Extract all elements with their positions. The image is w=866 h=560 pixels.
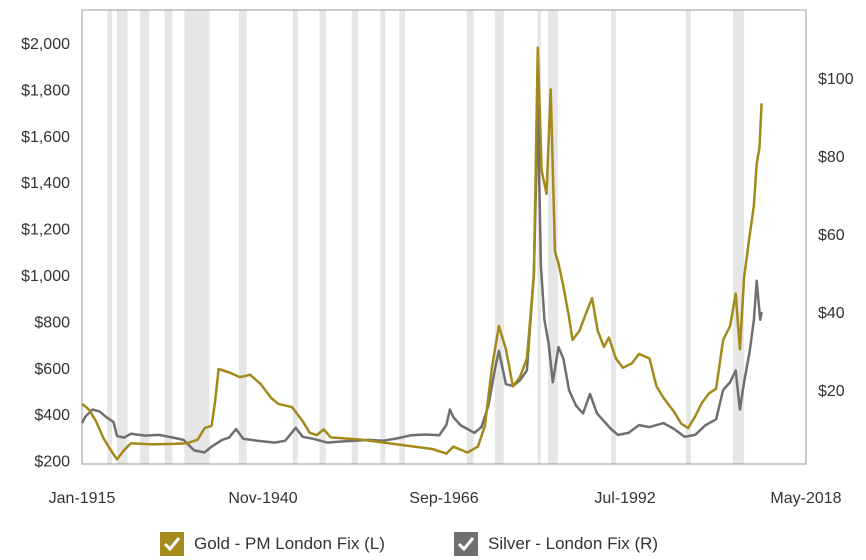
- shaded-band: [351, 10, 359, 464]
- legend-item-silver[interactable]: Silver - London Fix (R): [454, 530, 658, 558]
- shaded-band: [117, 10, 128, 464]
- gold-checkbox[interactable]: [160, 532, 184, 556]
- x-tick-label: Sep-1966: [409, 490, 478, 507]
- legend-label-gold: Gold - PM London Fix (L): [194, 534, 385, 553]
- shaded-band: [732, 10, 745, 464]
- recession-bands: [107, 10, 745, 464]
- left-axis: $200 $400 $600 $800 $1,000 $1,200 $1,400 $1,600…: [21, 36, 70, 471]
- shaded-band: [547, 10, 558, 464]
- shaded-band: [107, 10, 113, 464]
- right-tick-label: $20: [818, 383, 845, 400]
- silver-checkbox[interactable]: [454, 532, 478, 556]
- left-tick-label: $2,000: [21, 36, 70, 53]
- chart: $200 $400 $600 $800 $1,000 $1,200 $1,400 $1,600…: [21, 9, 854, 507]
- left-tick-label: $1,400: [21, 175, 70, 192]
- silver-series-line: [80, 104, 763, 454]
- shaded-band: [184, 10, 210, 464]
- shaded-band: [319, 10, 326, 464]
- left-tick-label: $800: [34, 314, 70, 331]
- checkbox-check-icon: [163, 537, 181, 552]
- left-tick-label: $600: [34, 361, 70, 378]
- plot-frame: [81, 9, 807, 465]
- right-tick-label: $40: [818, 305, 845, 322]
- x-tick-label: May-2018: [770, 490, 841, 507]
- shaded-band: [685, 10, 691, 464]
- shaded-band: [399, 10, 406, 464]
- shaded-band: [292, 10, 298, 464]
- legend: Gold - PM London Fix (L) Silver - London…: [0, 522, 866, 560]
- shaded-band: [238, 10, 247, 464]
- legend-label-silver: Silver - London Fix (R): [488, 534, 659, 553]
- left-tick-label: $400: [34, 407, 70, 424]
- left-tick-label: $200: [34, 454, 70, 471]
- x-tick-label: Jan-1915: [49, 490, 116, 507]
- left-tick-label: $1,000: [21, 268, 70, 285]
- shaded-band: [466, 10, 474, 464]
- left-tick-label: $1,800: [21, 82, 70, 99]
- right-axis: $20 $40 $60 $80 $100: [818, 71, 854, 400]
- gold-series-line: [81, 46, 763, 461]
- checkbox-check-icon: [457, 537, 475, 552]
- x-tick-label: Nov-1940: [228, 490, 297, 507]
- shaded-band: [494, 10, 504, 464]
- right-tick-label: $80: [818, 149, 845, 166]
- right-tick-label: $100: [818, 71, 854, 88]
- left-tick-label: $1,600: [21, 129, 70, 146]
- x-axis: Jan-1915 Nov-1940 Sep-1966 Jul-1992 May-2018: [49, 490, 842, 507]
- right-tick-label: $60: [818, 227, 845, 244]
- x-tick-label: Jul-1992: [594, 490, 655, 507]
- left-tick-label: $1,200: [21, 222, 70, 239]
- legend-item-gold[interactable]: Gold - PM London Fix (L): [160, 530, 385, 558]
- shaded-band: [164, 10, 173, 464]
- shaded-band: [140, 10, 150, 464]
- shaded-band: [380, 10, 386, 464]
- shaded-band: [611, 10, 616, 464]
